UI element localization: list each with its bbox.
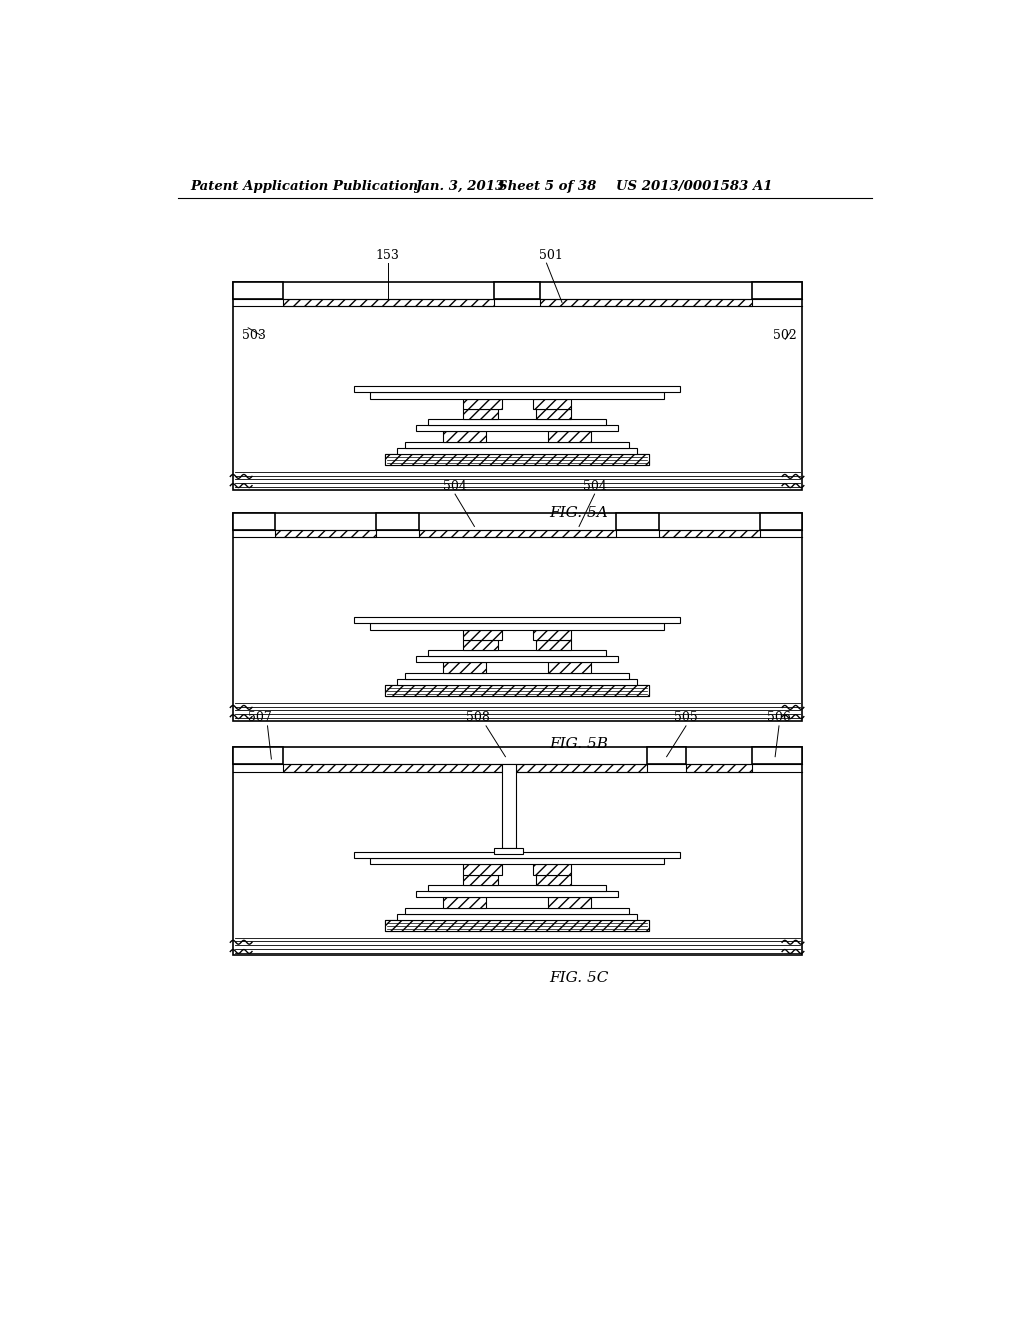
Bar	[494, 281, 541, 298]
Bar	[463, 630, 502, 640]
Bar	[443, 896, 486, 908]
Text: 507: 507	[248, 711, 271, 725]
Bar	[283, 764, 502, 772]
Bar	[463, 865, 502, 875]
Bar	[428, 884, 606, 891]
Bar	[443, 430, 486, 442]
Bar	[370, 858, 665, 865]
Bar	[385, 454, 649, 465]
Bar	[354, 387, 680, 392]
Bar	[548, 663, 591, 673]
Bar	[463, 409, 498, 418]
Bar	[404, 908, 630, 913]
Text: 506: 506	[767, 711, 791, 725]
Bar	[658, 529, 760, 537]
Bar	[532, 865, 571, 875]
Bar	[463, 399, 502, 409]
Bar	[537, 875, 571, 884]
Bar	[494, 847, 523, 854]
Text: Sheet 5 of 38: Sheet 5 of 38	[499, 181, 597, 194]
Text: 153: 153	[376, 249, 399, 263]
Bar	[404, 673, 630, 678]
Bar	[397, 913, 637, 920]
Bar	[463, 640, 498, 649]
Bar	[404, 442, 630, 447]
Text: 508: 508	[466, 711, 490, 725]
Bar	[370, 392, 665, 399]
Bar	[376, 512, 419, 529]
Bar	[232, 281, 802, 490]
Bar	[397, 678, 637, 685]
Bar	[385, 685, 649, 696]
Bar	[370, 623, 665, 630]
Bar	[417, 425, 617, 430]
Bar	[515, 764, 647, 772]
Bar	[232, 747, 283, 764]
Text: US 2013/0001583 A1: US 2013/0001583 A1	[616, 181, 773, 194]
Text: FIG. 5C: FIG. 5C	[549, 972, 608, 986]
Bar	[537, 640, 571, 649]
Bar	[385, 685, 649, 696]
Text: 501: 501	[539, 249, 562, 263]
Bar	[647, 747, 686, 764]
Bar	[385, 454, 649, 465]
Bar	[532, 630, 571, 640]
Text: 505: 505	[674, 711, 698, 725]
Bar	[443, 663, 486, 673]
Bar	[537, 409, 571, 418]
Text: Patent Application Publication: Patent Application Publication	[190, 181, 418, 194]
Bar	[232, 512, 275, 529]
Bar	[548, 430, 591, 442]
Bar	[428, 649, 606, 656]
Bar	[397, 447, 637, 454]
Bar	[532, 399, 571, 409]
Bar	[428, 418, 606, 425]
Bar	[385, 920, 649, 931]
Bar	[419, 529, 616, 537]
Bar	[354, 618, 680, 623]
Bar	[283, 298, 494, 306]
Bar	[275, 529, 376, 537]
Bar	[760, 512, 802, 529]
Text: 502: 502	[773, 329, 797, 342]
Text: FIG. 5B: FIG. 5B	[550, 737, 608, 751]
Text: 503: 503	[242, 329, 265, 342]
Text: 504: 504	[583, 480, 606, 494]
Text: Jan. 3, 2013: Jan. 3, 2013	[415, 181, 504, 194]
Bar	[354, 853, 680, 858]
Bar	[417, 656, 617, 663]
Bar	[232, 747, 802, 956]
Text: FIG. 5A: FIG. 5A	[550, 506, 608, 520]
Bar	[385, 920, 649, 931]
Bar	[502, 764, 515, 847]
Bar	[541, 298, 752, 306]
Bar	[417, 891, 617, 896]
Bar	[616, 512, 658, 529]
Bar	[686, 764, 752, 772]
Bar	[232, 512, 802, 721]
Bar	[232, 281, 283, 298]
Bar	[752, 747, 802, 764]
Text: 504: 504	[443, 480, 467, 494]
Bar	[463, 875, 498, 884]
Bar	[548, 896, 591, 908]
Bar	[752, 281, 802, 298]
